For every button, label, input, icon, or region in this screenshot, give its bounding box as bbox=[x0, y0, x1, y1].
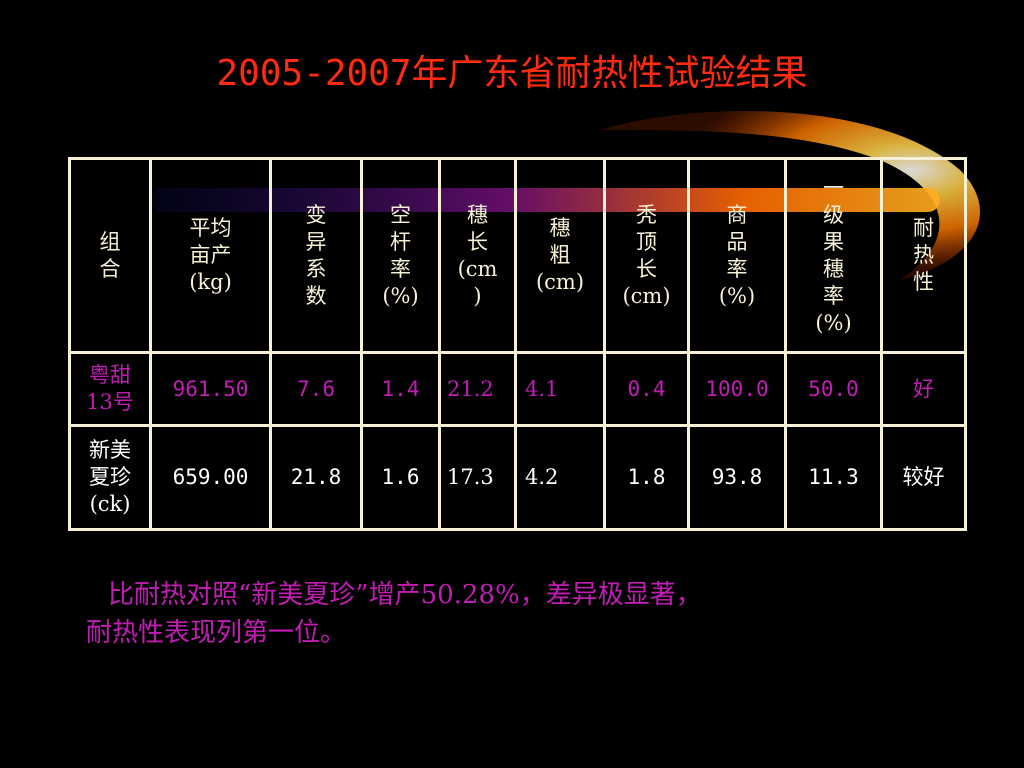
header-cell-commodity-rate: 商 品 率 (%) bbox=[687, 157, 787, 354]
summary-note-line1: 比耐热对照“新美夏珍”增产50.28%，差异极显著， bbox=[108, 580, 702, 610]
row1-heat-tolerance: 好 bbox=[880, 351, 967, 427]
header-row: 组 合 平均 亩产 (kg) 变 异 系 数 空 杆 率 (%) 穗 长 (cm… bbox=[68, 157, 967, 354]
header-cell-first-grade-ear-rate: 一 级 果 穗 率 (%) bbox=[784, 157, 883, 354]
header-cell-avg-yield: 平均 亩产 (kg) bbox=[149, 157, 272, 354]
header-cell-heat-tolerance: 耐 热 性 bbox=[880, 157, 967, 354]
row2-empty-stalk-rate: 1.6 bbox=[360, 424, 441, 531]
row1-commodity-rate: 100.0 bbox=[687, 351, 787, 427]
header-cell-group: 组 合 bbox=[68, 157, 152, 354]
table-row: 新美 夏珍 (ck) 659.00 21.8 1.6 17.3 4.2 1.8 … bbox=[68, 424, 967, 531]
row2-bald-tip-length: 1.8 bbox=[603, 424, 690, 531]
row2-heat-tolerance: 较好 bbox=[880, 424, 967, 531]
row1-ear-diameter: 4.1 bbox=[514, 351, 606, 427]
summary-note: 比耐热对照“新美夏珍”增产50.28%，差异极显著， 耐热性表现列第一位。 bbox=[86, 576, 946, 652]
header-cell-ear-length: 穗 长 (cm ) bbox=[438, 157, 517, 354]
row2-group: 新美 夏珍 (ck) bbox=[68, 424, 152, 531]
header-cell-bald-tip-length: 秃 顶 长 (cm) bbox=[603, 157, 690, 354]
row1-ear-length: 21.2 bbox=[438, 351, 517, 427]
title-text: 年广东省耐热性试验结果 bbox=[411, 53, 808, 94]
title-year-range: 2005-2007 bbox=[216, 53, 412, 94]
row2-ear-length: 17.3 bbox=[438, 424, 517, 531]
row2-commodity-rate: 93.8 bbox=[687, 424, 787, 531]
row1-variation-coefficient: 7.6 bbox=[269, 351, 363, 427]
row1-group: 粤甜 13号 bbox=[68, 351, 152, 427]
row1-empty-stalk-rate: 1.4 bbox=[360, 351, 441, 427]
row1-bald-tip-length: 0.4 bbox=[603, 351, 690, 427]
row2-first-grade-ear-rate: 11.3 bbox=[784, 424, 883, 531]
row2-ear-diameter: 4.2 bbox=[514, 424, 606, 531]
row1-avg-yield: 961.50 bbox=[149, 351, 272, 427]
row1-first-grade-ear-rate: 50.0 bbox=[784, 351, 883, 427]
table-row: 粤甜 13号 961.50 7.6 1.4 21.2 4.1 0.4 100.0… bbox=[68, 351, 967, 427]
slide-title: 2005-2007年广东省耐热性试验结果 bbox=[0, 44, 1024, 104]
header-cell-ear-diameter: 穗 粗 (cm) bbox=[514, 157, 606, 354]
header-cell-variation-coefficient: 变 异 系 数 bbox=[269, 157, 363, 354]
summary-note-line2: 耐热性表现列第一位。 bbox=[86, 618, 347, 648]
row2-avg-yield: 659.00 bbox=[149, 424, 272, 531]
results-table: 组 合 平均 亩产 (kg) 变 异 系 数 空 杆 率 (%) 穗 长 (cm… bbox=[68, 157, 967, 531]
row2-variation-coefficient: 21.8 bbox=[269, 424, 363, 531]
header-cell-empty-stalk-rate: 空 杆 率 (%) bbox=[360, 157, 441, 354]
